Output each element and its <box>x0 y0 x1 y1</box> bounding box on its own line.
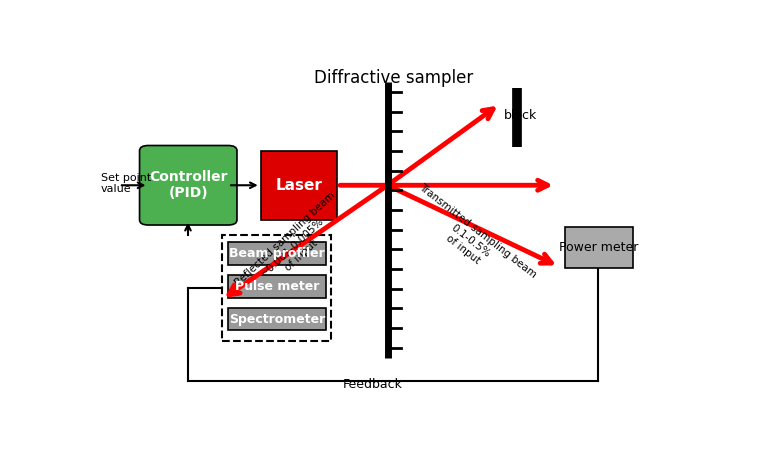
Text: Laser: Laser <box>276 178 322 193</box>
Text: Power meter: Power meter <box>559 241 639 254</box>
FancyBboxPatch shape <box>228 275 325 298</box>
FancyBboxPatch shape <box>228 242 325 265</box>
Text: Pulse meter: Pulse meter <box>235 280 319 293</box>
FancyBboxPatch shape <box>139 145 237 225</box>
Text: block: block <box>504 109 537 122</box>
Text: Controller
(PID): Controller (PID) <box>149 170 228 200</box>
Text: Beam profiler: Beam profiler <box>229 247 325 260</box>
Text: Spectrometer: Spectrometer <box>229 313 325 326</box>
Text: Transmitted sampling beam
0.1-0.5%
of input: Transmitted sampling beam 0.1-0.5% of in… <box>402 183 538 299</box>
FancyBboxPatch shape <box>228 308 325 330</box>
FancyBboxPatch shape <box>565 227 632 268</box>
Text: Diffractive sampler: Diffractive sampler <box>314 70 473 88</box>
Text: Feedback: Feedback <box>343 378 403 391</box>
Text: Set point
value: Set point value <box>101 173 152 194</box>
FancyBboxPatch shape <box>261 151 338 220</box>
Text: Reflected sampling beam
~0.001-0.005%
of input: Reflected sampling beam ~0.001-0.005% of… <box>233 190 353 305</box>
